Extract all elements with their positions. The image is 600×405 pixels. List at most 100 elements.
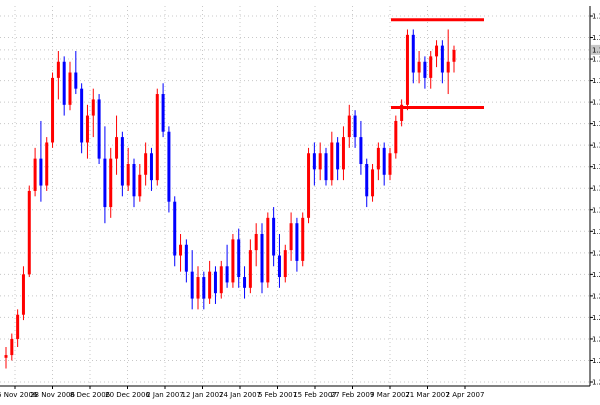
candle	[45, 137, 49, 191]
candle	[446, 29, 450, 95]
candle	[115, 115, 119, 175]
candle	[248, 239, 252, 294]
candle	[254, 223, 258, 267]
chart-grid	[0, 6, 590, 386]
candle-body	[16, 314, 20, 339]
candle	[184, 239, 188, 283]
x-tick-label: 2 Jan 2007	[146, 391, 184, 399]
candle	[365, 158, 369, 208]
candle	[219, 260, 223, 299]
candle-body	[429, 56, 433, 78]
candle	[376, 142, 380, 181]
candle-body	[324, 153, 328, 181]
candle-body	[179, 244, 183, 256]
candle	[202, 271, 206, 310]
y-tick-label: 1.3345	[592, 56, 600, 64]
candle	[62, 56, 66, 116]
candle-body	[260, 233, 264, 283]
candle	[277, 233, 281, 288]
candle	[400, 99, 404, 127]
x-tick-label: 5 Feb 2007	[258, 391, 297, 399]
candle	[33, 147, 37, 197]
candle-body	[4, 355, 8, 358]
candle-body	[301, 217, 305, 261]
candle-body	[452, 49, 456, 62]
candle	[231, 233, 235, 288]
candle-body	[318, 153, 322, 170]
candle-body	[243, 277, 247, 288]
candle-body	[33, 158, 37, 191]
candle	[417, 50, 421, 84]
candle-body	[138, 174, 142, 197]
candle	[243, 266, 247, 299]
candle	[190, 250, 194, 310]
candle-body	[10, 338, 14, 356]
candle-body	[161, 94, 165, 132]
candle-body	[388, 153, 392, 175]
candle	[318, 142, 322, 181]
candle-body	[277, 255, 281, 278]
candle-body	[97, 99, 101, 159]
candle	[295, 217, 299, 272]
candle-body	[266, 217, 270, 283]
candle-body	[400, 104, 404, 121]
x-tick-label: 20 Dec 2006	[105, 391, 150, 399]
candle-body	[208, 271, 212, 299]
candle-body	[353, 115, 357, 138]
y-tick-label: 1.3185	[592, 142, 600, 150]
candle-body	[190, 271, 194, 299]
candle-body	[27, 190, 31, 275]
y-tick-label: 1.3105	[592, 185, 600, 193]
candle-body	[225, 266, 229, 283]
candle	[225, 244, 229, 288]
y-tick-label: 1.3305	[592, 77, 600, 85]
candle-body	[85, 115, 89, 143]
candle	[435, 40, 439, 68]
candle	[126, 147, 130, 191]
candle	[109, 147, 113, 218]
y-tick-label: 1.2905	[592, 292, 600, 300]
candle	[260, 223, 264, 294]
candle	[167, 126, 171, 213]
candle-body	[365, 164, 369, 197]
candle	[51, 72, 55, 148]
candle-body	[144, 153, 148, 175]
candle-body	[394, 120, 398, 154]
candle	[138, 164, 142, 202]
y-tick-label: 1.2825	[592, 335, 600, 343]
candle	[347, 104, 351, 148]
candle-body	[173, 201, 177, 256]
candle	[74, 50, 78, 95]
candle	[324, 147, 328, 186]
candle-body	[417, 61, 421, 73]
y-tick-label: 1.3385	[592, 34, 600, 42]
candle	[371, 164, 375, 202]
candle	[161, 83, 165, 138]
candle	[97, 94, 101, 165]
candle-body	[295, 223, 299, 261]
x-tick-label: 9 Mar 2007	[370, 391, 410, 399]
candle	[196, 266, 200, 310]
candle	[272, 207, 276, 267]
candle	[56, 50, 60, 100]
candle	[440, 40, 444, 84]
candle	[120, 131, 124, 197]
candle	[208, 260, 212, 304]
candle	[16, 309, 20, 348]
candle	[144, 142, 148, 186]
candle	[388, 147, 392, 181]
candle-body	[184, 244, 188, 272]
candle	[39, 120, 43, 202]
candle	[382, 142, 386, 186]
candle-body	[149, 153, 153, 181]
candle	[85, 104, 89, 159]
x-tick-label: 21 Mar 2007	[405, 391, 449, 399]
x-tick-label: 16 Nov 2006	[0, 391, 38, 399]
candle	[266, 212, 270, 288]
candle	[80, 83, 84, 154]
candle-body	[103, 158, 107, 208]
candle	[213, 266, 217, 304]
y-tick-label: 1.3425	[592, 13, 600, 21]
candle-body	[80, 88, 84, 143]
